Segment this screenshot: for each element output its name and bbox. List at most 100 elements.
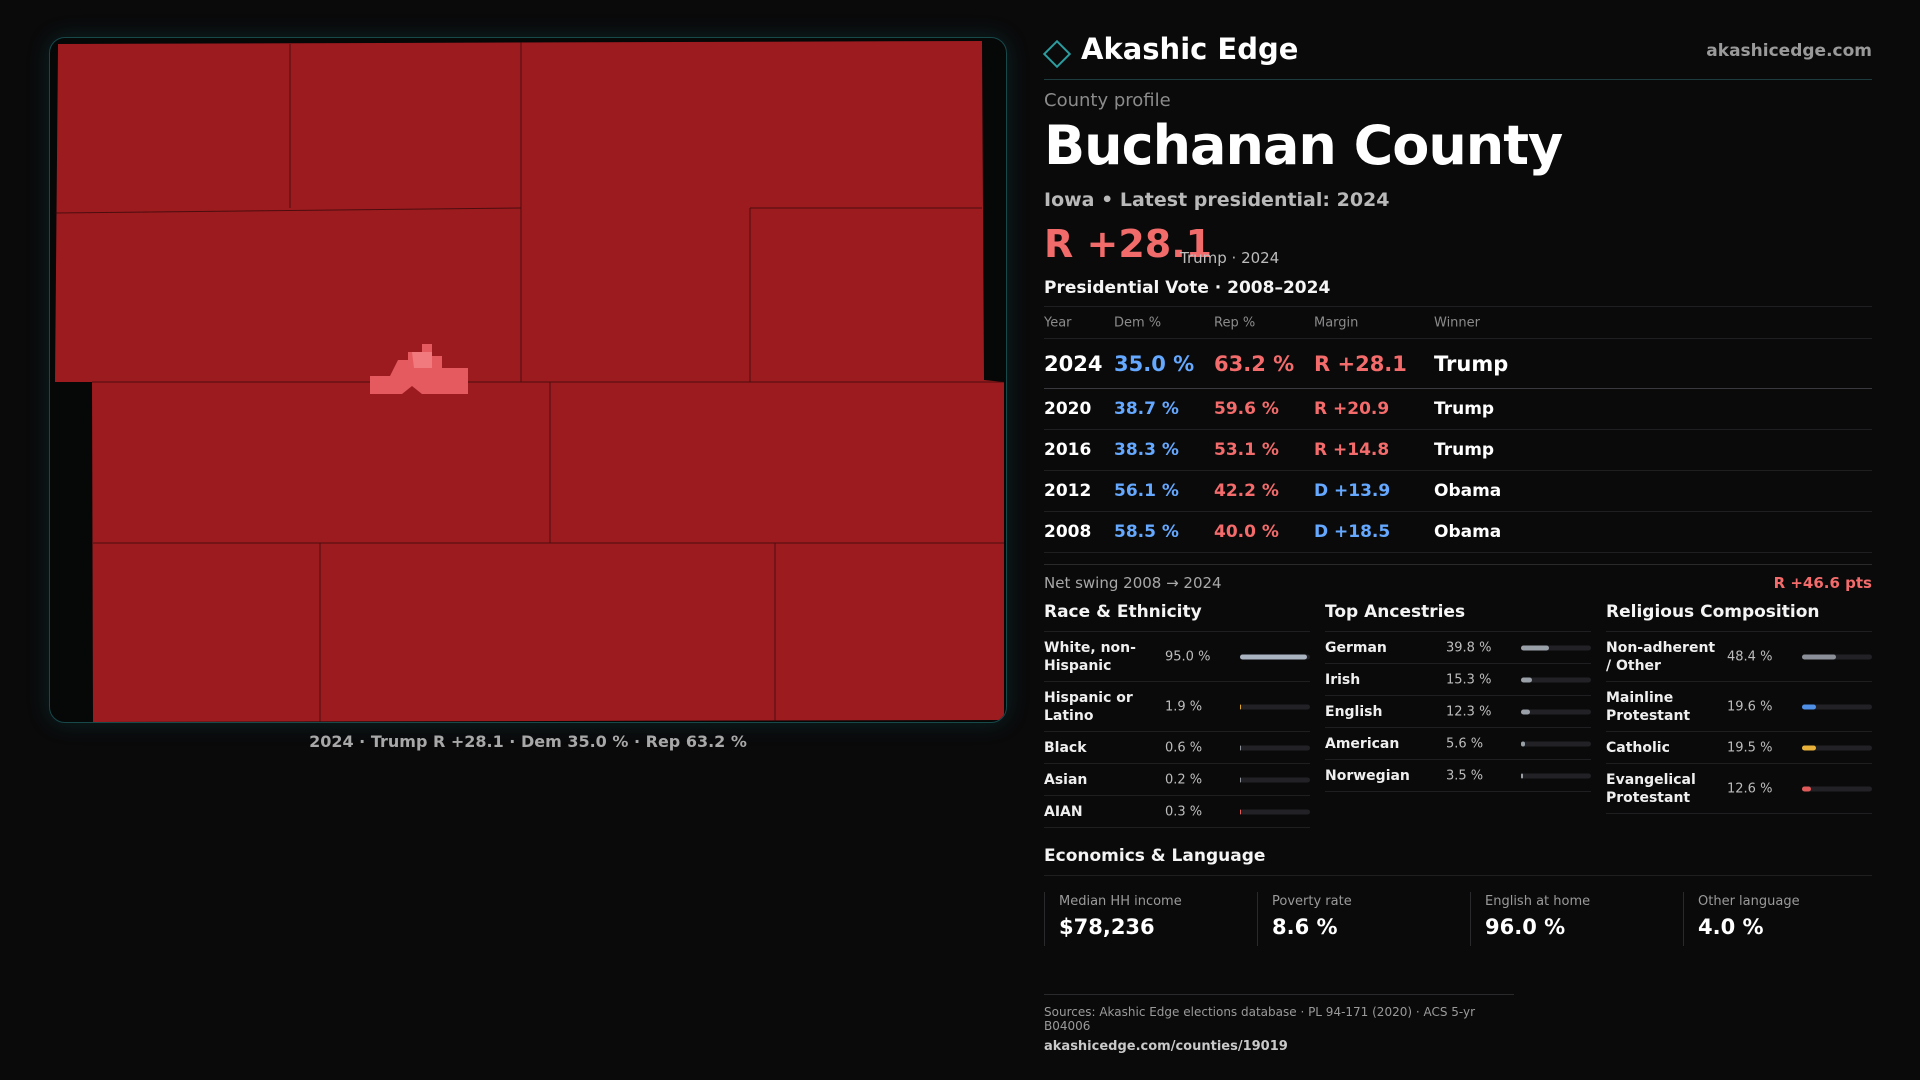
race-bar-fill bbox=[1240, 704, 1242, 709]
econ-value: 4.0 % bbox=[1698, 915, 1764, 939]
ancestry-bar-fill bbox=[1521, 677, 1532, 682]
brand-url-link[interactable]: akashicedge.com bbox=[1706, 41, 1872, 61]
cell-year: 2012 bbox=[1044, 481, 1092, 501]
economics-grid: Median HH income $78,236 Poverty rate 8.… bbox=[1044, 892, 1872, 946]
list-item: English 12.3 % bbox=[1325, 696, 1591, 728]
religion-label: Evangelical Protestant bbox=[1606, 771, 1696, 806]
cell-dem: 58.5 % bbox=[1114, 522, 1179, 542]
race-value: 1.9 % bbox=[1165, 699, 1203, 714]
cell-rep: 53.1 % bbox=[1214, 440, 1279, 460]
col-winner-header: Winner bbox=[1434, 315, 1481, 330]
sources-text: Sources: Akashic Edge elections database… bbox=[1044, 1005, 1476, 1033]
race-bar bbox=[1240, 809, 1310, 814]
col-year-header: Year bbox=[1044, 315, 1072, 330]
cell-year: 2020 bbox=[1044, 399, 1092, 419]
diamond-logo-icon bbox=[1042, 39, 1072, 69]
ancestry-label: Norwegian bbox=[1325, 767, 1410, 784]
race-label: Asian bbox=[1044, 771, 1088, 788]
ancestry-bar bbox=[1521, 741, 1591, 746]
race-ethnicity-section: Race & Ethnicity White, non-Hispanic 95.… bbox=[1044, 602, 1310, 828]
page-kicker: County profile bbox=[1044, 90, 1171, 111]
race-label: White, non-Hispanic bbox=[1044, 639, 1136, 674]
net-swing-label: Net swing 2008 → 2024 bbox=[1044, 574, 1222, 592]
town-shape-core bbox=[412, 352, 432, 368]
cell-dem: 38.7 % bbox=[1114, 399, 1179, 419]
cell-winner: Trump bbox=[1434, 399, 1495, 419]
religion-bar-fill bbox=[1802, 786, 1811, 791]
race-value: 0.6 % bbox=[1165, 740, 1203, 755]
cell-winner: Trump bbox=[1434, 440, 1495, 460]
ancestry-bar bbox=[1521, 709, 1591, 714]
ancestry-label: German bbox=[1325, 639, 1387, 656]
religion-bar bbox=[1802, 786, 1872, 791]
col-rep-header: Rep % bbox=[1214, 315, 1256, 330]
religion-section-title: Religious Composition bbox=[1606, 602, 1872, 632]
cell-winner: Obama bbox=[1434, 522, 1502, 542]
religion-value: 48.4 % bbox=[1727, 649, 1773, 664]
religion-bar-fill bbox=[1802, 704, 1816, 709]
cell-dem: 56.1 % bbox=[1114, 481, 1179, 501]
table-row: 2016 38.3 % 53.1 % R +14.8 Trump bbox=[1044, 430, 1872, 471]
cell-margin: R +28.1 bbox=[1314, 351, 1407, 376]
race-bar bbox=[1240, 654, 1310, 659]
econ-cell: Other language 4.0 % bbox=[1683, 892, 1883, 946]
list-item: Black 0.6 % bbox=[1044, 732, 1310, 764]
ancestry-label: American bbox=[1325, 735, 1400, 752]
ancestry-value: 3.5 % bbox=[1446, 768, 1484, 783]
headline-note: Trump · 2024 bbox=[1180, 249, 1280, 267]
ancestries-section: Top Ancestries German 39.8 % Irish 15.3 … bbox=[1325, 602, 1591, 792]
table-row: 2024 35.0 % 63.2 % R +28.1 Trump bbox=[1044, 339, 1872, 389]
religion-bar bbox=[1802, 654, 1872, 659]
vote-section-title: Presidential Vote · 2008–2024 bbox=[1044, 278, 1331, 298]
religion-bar-fill bbox=[1802, 745, 1816, 750]
headline-margin: R +28.1 bbox=[1044, 222, 1213, 266]
religion-bar bbox=[1802, 745, 1872, 750]
table-row: 2008 58.5 % 40.0 % D +18.5 Obama bbox=[1044, 512, 1872, 553]
econ-cell: Poverty rate 8.6 % bbox=[1257, 892, 1457, 946]
cell-rep: 59.6 % bbox=[1214, 399, 1279, 419]
county-map[interactable] bbox=[49, 37, 1007, 723]
list-item: German 39.8 % bbox=[1325, 632, 1591, 664]
race-value: 0.2 % bbox=[1165, 772, 1203, 787]
list-item: Evangelical Protestant 12.6 % bbox=[1606, 764, 1872, 814]
race-section-title: Race & Ethnicity bbox=[1044, 602, 1310, 632]
vote-table-header: Year Dem % Rep % Margin Winner bbox=[1044, 307, 1872, 339]
cell-margin: D +18.5 bbox=[1314, 522, 1391, 542]
ancestry-bar bbox=[1521, 645, 1591, 650]
race-value: 0.3 % bbox=[1165, 804, 1203, 819]
cell-rep: 63.2 % bbox=[1214, 351, 1295, 376]
col-margin-header: Margin bbox=[1314, 315, 1359, 330]
page-title: Buchanan County bbox=[1044, 114, 1563, 177]
ancestry-bar bbox=[1521, 773, 1591, 778]
net-swing-row: Net swing 2008 → 2024 R +46.6 pts bbox=[1044, 564, 1872, 596]
econ-cell: English at home 96.0 % bbox=[1470, 892, 1670, 946]
list-item: Asian 0.2 % bbox=[1044, 764, 1310, 796]
cell-year: 2024 bbox=[1044, 351, 1103, 376]
cell-dem: 35.0 % bbox=[1114, 351, 1195, 376]
vote-table: Year Dem % Rep % Margin Winner 2024 35.0… bbox=[1044, 306, 1872, 553]
religion-value: 19.6 % bbox=[1727, 699, 1773, 714]
ancestry-bar-fill bbox=[1521, 709, 1530, 714]
religion-label: Catholic bbox=[1606, 739, 1670, 756]
econ-label: Other language bbox=[1698, 894, 1800, 909]
econ-cell: Median HH income $78,236 bbox=[1044, 892, 1244, 946]
race-label: Hispanic or Latino bbox=[1044, 689, 1133, 724]
ancestry-section-title: Top Ancestries bbox=[1325, 602, 1591, 632]
religion-section: Religious Composition Non-adherent / Oth… bbox=[1606, 602, 1872, 814]
list-item: White, non-Hispanic 95.0 % bbox=[1044, 632, 1310, 682]
ancestry-value: 12.3 % bbox=[1446, 704, 1492, 719]
cell-rep: 40.0 % bbox=[1214, 522, 1279, 542]
list-item: Mainline Protestant 19.6 % bbox=[1606, 682, 1872, 732]
list-item: Irish 15.3 % bbox=[1325, 664, 1591, 696]
econ-label: English at home bbox=[1485, 894, 1591, 909]
ancestry-value: 15.3 % bbox=[1446, 672, 1492, 687]
col-dem-header: Dem % bbox=[1114, 315, 1162, 330]
ancestry-bar bbox=[1521, 677, 1591, 682]
county-permalink[interactable]: akashicedge.com/counties/19019 bbox=[1044, 1039, 1288, 1054]
list-item: Hispanic or Latino 1.9 % bbox=[1044, 682, 1310, 732]
township-lines bbox=[54, 42, 1004, 722]
race-bar bbox=[1240, 704, 1310, 709]
brand-name: Akashic Edge bbox=[1081, 32, 1299, 66]
list-item: Catholic 19.5 % bbox=[1606, 732, 1872, 764]
ancestry-bar-fill bbox=[1521, 741, 1525, 746]
